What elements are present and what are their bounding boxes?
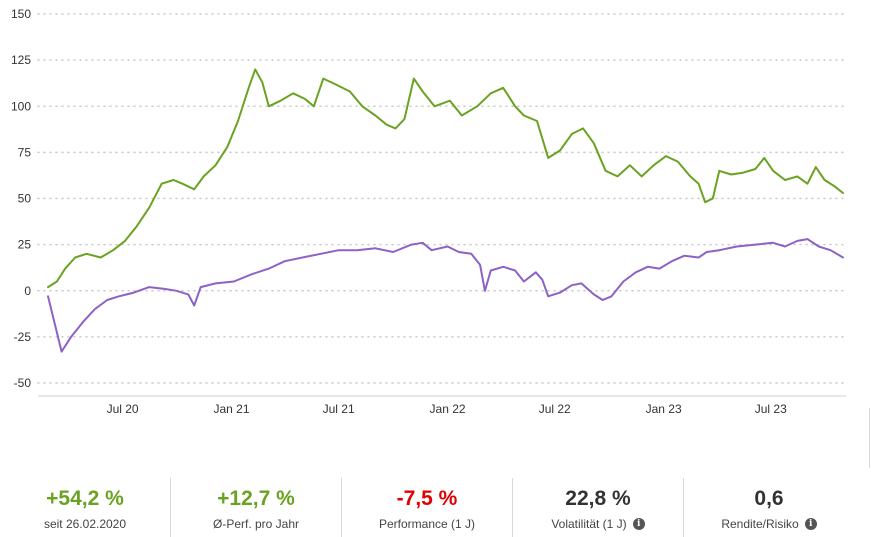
- x-tick-label: Jan 23: [646, 402, 682, 416]
- stat-volatility-1y: 22,8 % Volatilität (1 J) i: [512, 478, 683, 537]
- x-axis-ticks: Jul 20 Jan 21 Jul 21 Jan 22 Jul 22 Jan 23 Jul …: [38, 395, 846, 416]
- stat-value: 0,6: [754, 487, 784, 510]
- stat-value: +12,7 %: [217, 487, 295, 510]
- y-tick-label: 100: [11, 99, 31, 113]
- stat-since-start: +54,2 % seit 26.02.2020: [0, 478, 170, 537]
- stat-avg-per-year: +12,7 % Ø-Perf. pro Jahr: [170, 478, 341, 537]
- stat-return-risk: 0,6 Rendite/Risiko i: [683, 478, 854, 537]
- y-tick-label: 25: [18, 238, 32, 252]
- x-tick-label: Jan 21: [213, 402, 249, 416]
- x-tick-label: Jul 22: [539, 402, 571, 416]
- stat-label: Rendite/Risiko: [721, 517, 799, 531]
- info-icon[interactable]: i: [804, 518, 817, 530]
- stat-value: -7,5 %: [396, 487, 458, 510]
- series-line-green: [47, 68, 844, 289]
- x-tick-label: Jan 22: [430, 402, 466, 416]
- x-tick-label: Jul 21: [323, 402, 355, 416]
- stat-performance-1y: -7,5 % Performance (1 J): [341, 478, 512, 537]
- y-axis-ticks: 150 125 100 75 50 25 0 -25 -50: [11, 7, 31, 390]
- y-tick-label: 150: [11, 7, 31, 21]
- stat-label: Performance (1 J): [378, 517, 476, 531]
- stat-label: seit 26.02.2020: [43, 517, 127, 531]
- key-figures-bar: +54,2 % seit 26.02.2020 +12,7 % Ø-Perf. …: [0, 478, 871, 537]
- x-tick-label: Jul 20: [107, 402, 139, 416]
- panel-edge: [869, 408, 870, 468]
- series-line-purple: [47, 238, 844, 353]
- y-tick-label: 125: [11, 53, 31, 67]
- series-lines: [47, 68, 844, 353]
- info-icon[interactable]: i: [632, 518, 645, 530]
- y-tick-label: -50: [14, 376, 32, 390]
- stat-label: Ø-Perf. pro Jahr: [212, 517, 300, 531]
- y-tick-label: 75: [18, 145, 32, 159]
- y-tick-label: 0: [24, 284, 31, 298]
- stat-value: 22,8 %: [565, 487, 631, 510]
- y-tick-label: 50: [18, 192, 32, 206]
- y-tick-label: -25: [14, 330, 32, 344]
- stat-value: +54,2 %: [46, 487, 124, 510]
- x-tick-label: Jul 23: [755, 402, 787, 416]
- gridlines: [37, 13, 847, 384]
- stat-label: Volatilität (1 J): [551, 517, 627, 531]
